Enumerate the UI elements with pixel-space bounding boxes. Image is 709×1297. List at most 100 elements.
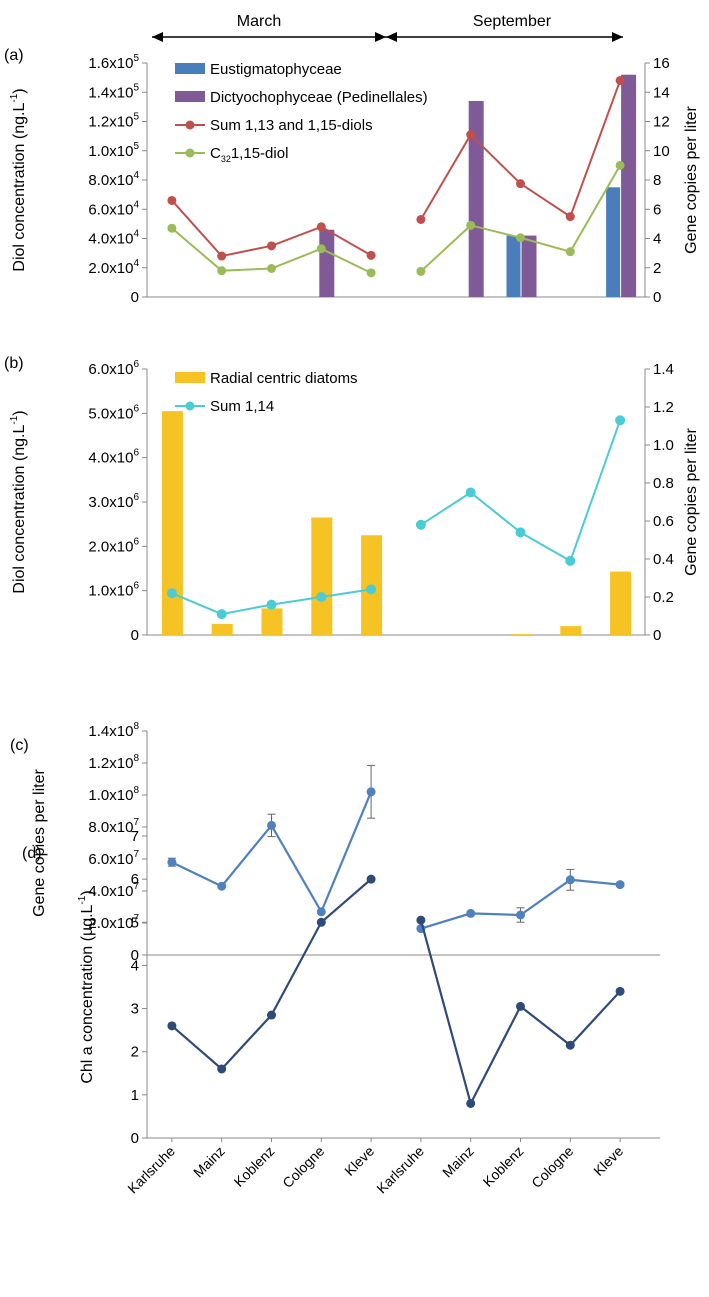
y-tick-exp: 6	[133, 492, 139, 503]
y2-tick-label: 12	[653, 114, 670, 131]
y2-tick-label: 0.6	[653, 513, 674, 530]
y-tick-base: 3.0x10	[88, 494, 133, 511]
y-tick-base: 2.0x10	[88, 538, 133, 555]
y-tick-label: 6.0x107	[88, 849, 139, 868]
series-point	[267, 1010, 276, 1020]
y-tick-base: 4	[131, 957, 139, 974]
series-point-0	[316, 222, 326, 232]
legend-label: Dictyochophyceae (Pedinellales)	[210, 89, 428, 106]
y-tick-exp: 5	[133, 141, 139, 152]
legend-label: Eustigmatophyceae	[210, 61, 342, 78]
series-point-0	[316, 592, 327, 602]
panel-label: (c)	[10, 737, 29, 754]
y-tick-base: 8.0x10	[88, 819, 133, 836]
bar-radial-diatoms	[560, 626, 582, 635]
y2-tick-label: 0.2	[653, 589, 674, 606]
y-tick-label: 6	[131, 871, 139, 888]
y-tick-label: 7	[131, 828, 139, 845]
y-tick-base: 6.0x10	[88, 361, 133, 378]
series-point	[167, 857, 177, 867]
y-tick-base: 1.2x10	[88, 755, 133, 772]
series-point-0	[217, 251, 227, 261]
y-tick-exp: 5	[133, 82, 139, 93]
y-tick-base: 1.0x10	[88, 143, 133, 160]
y2-tick-label: 0.4	[653, 551, 674, 568]
legend-label-rest: 1,15-diol	[231, 145, 289, 162]
y-tick-exp: 6	[133, 581, 139, 592]
legend-label: C321,15-diol	[210, 145, 288, 164]
legend-label: Sum 1,13 and 1,15-diols	[210, 117, 373, 134]
x-tick-label: Cologne	[279, 1143, 327, 1191]
y-tick-base: 1.4x10	[88, 84, 133, 101]
series-point-1	[366, 268, 376, 278]
y-tick-label: 1.4x105	[88, 82, 139, 101]
y-tick-label: 3.0x106	[88, 492, 139, 511]
y-tick-exp: 5	[133, 112, 139, 123]
x-tick-label: Karlsruhe	[373, 1143, 427, 1197]
bar-radial-diatoms	[261, 608, 283, 635]
y-axis-label-text: Diol concentration (ng.L	[11, 425, 28, 594]
y2-tick-label: 0.8	[653, 475, 674, 492]
y-tick-label: 0	[131, 947, 139, 964]
y2-tick-label: 0	[653, 627, 661, 644]
y-tick-label: 5.0x106	[88, 403, 139, 422]
panel-0: (a)02.0x1044.0x1046.0x1048.0x1041.0x1051…	[4, 47, 700, 306]
series-line-0	[420, 80, 622, 220]
legend-marker	[185, 401, 195, 411]
legend-label: Radial centric diatoms	[210, 370, 358, 387]
y-tick-base: 6	[131, 871, 139, 888]
y-tick-label: 0	[131, 1130, 139, 1147]
legend-marker	[185, 120, 195, 130]
y-tick-label: 1.0x106	[88, 581, 139, 600]
series-point-0	[515, 527, 526, 538]
y-tick-base: 2.0x10	[88, 260, 133, 277]
legend-swatch	[175, 372, 205, 383]
period-header: March September	[152, 13, 623, 42]
bar-dictyochophyceae	[468, 101, 484, 298]
series-point	[316, 917, 326, 927]
y-tick-base: 3	[131, 1001, 139, 1018]
series-point-1	[565, 247, 575, 257]
y-tick-base: 7	[131, 828, 139, 845]
bar-radial-diatoms	[211, 623, 233, 635]
bar-dictyochophyceae	[319, 229, 335, 297]
y-tick-exp: 4	[133, 170, 139, 181]
y2-tick-label: 1.2	[653, 399, 674, 416]
y-tick-base: 4.0x10	[88, 450, 133, 467]
y-tick-label: 1.6x105	[88, 53, 139, 72]
y2-tick-label: 4	[653, 231, 661, 248]
series-point-0	[565, 212, 575, 222]
series-point-0	[216, 609, 227, 620]
y-tick-exp: 8	[133, 785, 139, 796]
series-point	[167, 1021, 177, 1031]
y-tick-exp: 8	[133, 721, 139, 732]
y-axis-label: Diol concentration (ng.L-1)	[9, 410, 28, 593]
y-tick-label: 0	[131, 289, 139, 306]
y-axis-label: Chl a concentration (µg.L-1)	[77, 890, 96, 1083]
series-line	[171, 791, 373, 915]
y-tick-label: 2	[131, 1044, 139, 1061]
series-point	[466, 908, 476, 918]
x-tick-label: Mainz	[190, 1143, 228, 1181]
series-point	[217, 881, 227, 891]
y2-tick-label: 14	[653, 84, 670, 101]
y-axis-label-text: Diol concentration (ng.L	[11, 103, 28, 272]
y-tick-base: 2.0x10	[88, 915, 133, 932]
bar-eustigmatophyceae	[606, 187, 621, 297]
legend-label-text: Sum 1,14	[210, 398, 274, 415]
bar-radial-diatoms	[161, 411, 183, 635]
series-point	[565, 875, 575, 885]
x-tick-label: Kleve	[590, 1143, 626, 1179]
series-point	[366, 787, 376, 797]
series-point	[316, 907, 326, 917]
x-tick-label: Karlsruhe	[124, 1143, 178, 1197]
y-tick-base: 6.0x10	[88, 201, 133, 218]
y-tick-label: 1.4x108	[88, 721, 139, 740]
series-point-0	[465, 487, 476, 498]
series-point-0	[267, 241, 276, 251]
series-point-0	[366, 584, 377, 595]
march-label: March	[237, 13, 281, 30]
legend: Radial centric diatoms Sum 1,14	[175, 370, 358, 415]
y-tick-base: 1.0x10	[88, 787, 133, 804]
series-point	[516, 1001, 525, 1011]
